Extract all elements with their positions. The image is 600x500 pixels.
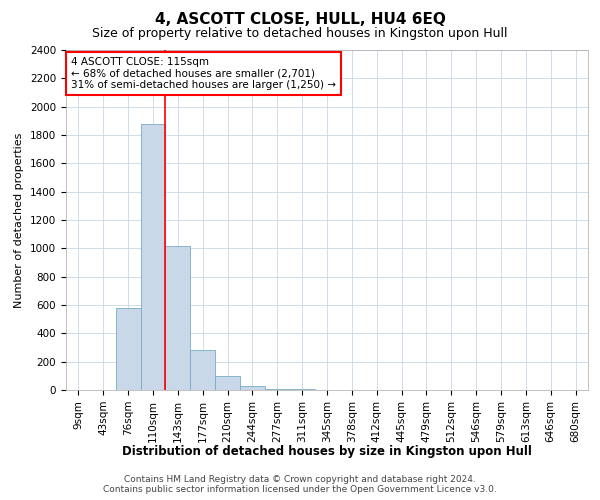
Bar xyxy=(190,350,215,390)
Bar xyxy=(265,388,290,390)
Bar xyxy=(140,124,166,390)
Bar xyxy=(166,246,190,390)
Text: 4 ASCOTT CLOSE: 115sqm
← 68% of detached houses are smaller (2,701)
31% of semi-: 4 ASCOTT CLOSE: 115sqm ← 68% of detached… xyxy=(71,57,336,90)
Y-axis label: Number of detached properties: Number of detached properties xyxy=(14,132,25,308)
Text: Size of property relative to detached houses in Kingston upon Hull: Size of property relative to detached ho… xyxy=(92,28,508,40)
X-axis label: Distribution of detached houses by size in Kingston upon Hull: Distribution of detached houses by size … xyxy=(122,444,532,458)
Bar xyxy=(240,386,265,390)
Bar xyxy=(116,308,140,390)
Bar xyxy=(215,376,240,390)
Text: Contains HM Land Registry data © Crown copyright and database right 2024.
Contai: Contains HM Land Registry data © Crown c… xyxy=(103,474,497,494)
Text: 4, ASCOTT CLOSE, HULL, HU4 6EQ: 4, ASCOTT CLOSE, HULL, HU4 6EQ xyxy=(155,12,445,28)
